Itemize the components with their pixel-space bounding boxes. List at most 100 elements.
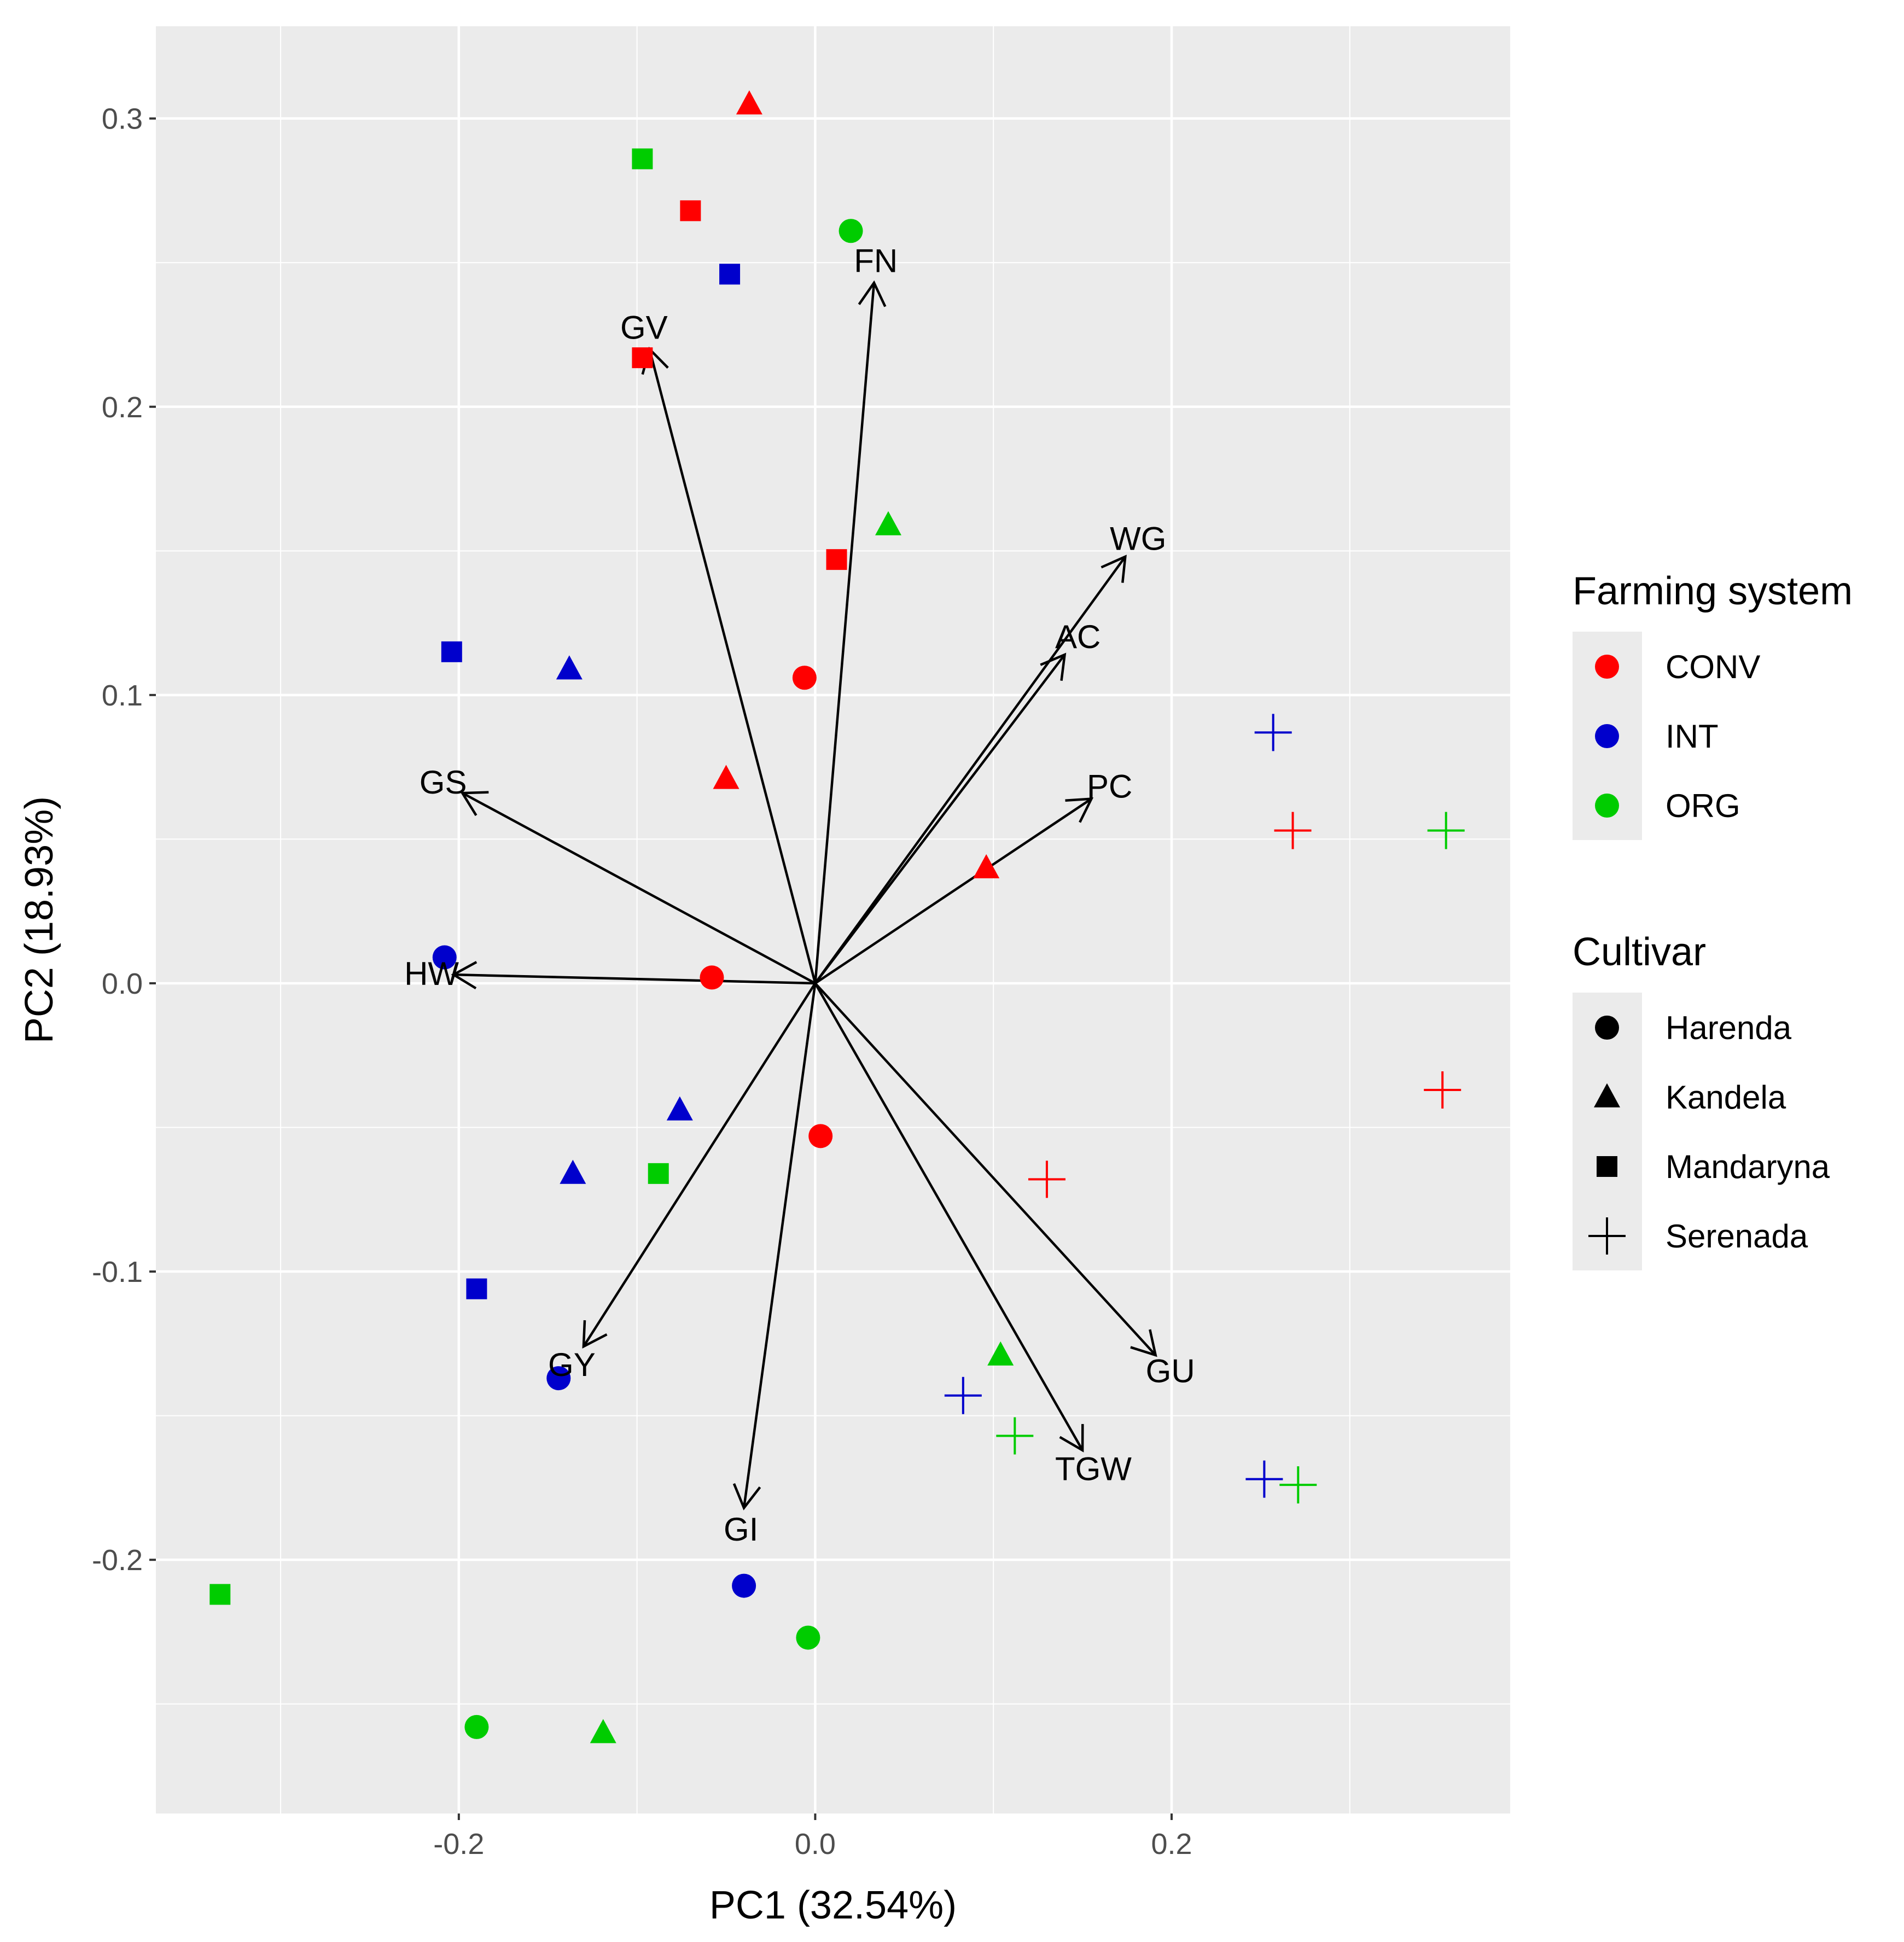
loading-arrow-gy <box>582 982 817 1348</box>
point-conv-serenada <box>1028 1160 1065 1198</box>
loading-arrow-fn <box>814 282 876 984</box>
point-org-harenda <box>839 219 863 243</box>
point-int-kandela <box>556 655 583 680</box>
point-conv-harenda <box>808 1124 833 1148</box>
point-int-kandela <box>560 1159 586 1184</box>
loading-arrow-ac <box>814 654 1066 984</box>
point-org-kandela <box>590 1719 616 1743</box>
legend-label-int: INT <box>1666 718 1719 755</box>
point-conv-mandaryna <box>632 347 653 369</box>
vector-label-hw: HW <box>404 955 459 992</box>
arrow-head <box>1101 555 1127 583</box>
legend-key-org <box>1595 794 1619 818</box>
legends: Farming system CONV INT ORG Cultivar Harenda K… <box>1573 569 1853 1270</box>
point-int-kandela <box>666 1096 693 1121</box>
point-org-harenda <box>796 1625 820 1650</box>
point-int-mandaryna <box>719 264 741 285</box>
point-conv-harenda <box>700 965 724 990</box>
axes: -0.2 0.0 0.2 -0.2 -0.1 0.0 0.1 0.2 0.3 <box>92 103 1192 1861</box>
point-int-serenada <box>1254 714 1292 751</box>
y-tick-label: 0.3 <box>102 103 143 136</box>
point-org-kandela <box>875 511 901 535</box>
point-org-serenada <box>996 1417 1034 1455</box>
point-int-harenda <box>546 1366 571 1391</box>
score-points <box>209 90 1465 1743</box>
vector-label-tgw: TGW <box>1055 1451 1132 1488</box>
x-tick-label: 0.0 <box>795 1828 836 1861</box>
legend-label-serenada: Serenada <box>1666 1218 1808 1255</box>
y-tick-label: 0.1 <box>102 679 143 712</box>
loading-arrow-gu <box>814 982 1157 1356</box>
arrow-head <box>1059 1424 1084 1453</box>
arrow-head <box>1130 1329 1157 1357</box>
legend-title-cultivar: Cultivar <box>1573 930 1706 974</box>
point-conv-kandela <box>713 765 740 789</box>
y-tick-label: 0.0 <box>102 967 143 1000</box>
vector-labels: FN GV WG AC PC GS HW GY GU TGW GI <box>404 242 1195 1548</box>
vector-label-pc: PC <box>1087 768 1132 804</box>
point-int-harenda <box>432 945 457 970</box>
legend-label-kandela: Kandela <box>1666 1079 1786 1116</box>
loading-arrow-wg <box>814 556 1127 984</box>
point-int-mandaryna <box>441 641 462 662</box>
point-int-mandaryna <box>466 1278 487 1299</box>
legend-key-harenda <box>1595 1016 1619 1040</box>
x-tick-label: 0.2 <box>1151 1828 1192 1861</box>
point-org-serenada <box>1279 1466 1317 1504</box>
loading-arrow-gv <box>648 348 817 984</box>
arrow-head <box>1065 797 1094 823</box>
point-conv-harenda <box>792 666 817 690</box>
point-org-mandaryna <box>648 1163 669 1184</box>
loading-arrow-hw <box>453 973 816 985</box>
legend-label-conv: CONV <box>1666 649 1760 685</box>
legend-title-farming-system: Farming system <box>1573 569 1853 613</box>
point-conv-kandela <box>973 854 1000 879</box>
x-axis-title: PC1 (32.54%) <box>709 1883 957 1927</box>
loading-arrow-pc <box>814 797 1092 984</box>
grid <box>156 26 1510 1813</box>
legend-label-harenda: Harenda <box>1666 1010 1792 1046</box>
point-org-kandela <box>987 1341 1014 1366</box>
point-conv-kandela <box>736 90 762 115</box>
legend-key-int <box>1595 724 1619 748</box>
loading-arrow-tgw <box>814 982 1084 1451</box>
arrow-head <box>460 791 489 817</box>
point-conv-mandaryna <box>826 549 847 570</box>
y-axis-title: PC2 (18.93%) <box>18 796 61 1043</box>
legend-key-mandaryna <box>1597 1156 1617 1177</box>
arrow-head <box>858 280 887 307</box>
point-org-mandaryna <box>209 1584 231 1605</box>
y-tick-label: -0.2 <box>92 1544 143 1577</box>
legend-key-serenada <box>1588 1217 1626 1255</box>
vector-label-ac: AC <box>1055 619 1101 655</box>
vector-label-gi: GI <box>724 1511 758 1548</box>
point-org-harenda <box>464 1714 489 1739</box>
point-conv-serenada <box>1274 812 1312 849</box>
arrow-head <box>1040 652 1067 681</box>
legend-key-conv <box>1595 655 1619 679</box>
vector-label-gv: GV <box>620 310 668 346</box>
vector-label-gs: GS <box>420 764 467 801</box>
vector-label-wg: WG <box>1110 520 1166 557</box>
loading-arrow-gs <box>462 792 816 984</box>
vector-label-gu: GU <box>1146 1352 1195 1389</box>
y-tick-label: -0.1 <box>92 1256 143 1288</box>
point-conv-serenada <box>1424 1071 1462 1109</box>
point-int-harenda <box>732 1573 756 1598</box>
vector-label-gy: GY <box>548 1346 596 1383</box>
point-int-serenada <box>1245 1460 1283 1498</box>
point-conv-mandaryna <box>680 200 701 221</box>
legend-label-org: ORG <box>1666 788 1740 824</box>
point-org-mandaryna <box>632 148 653 170</box>
y-tick-label: 0.2 <box>102 391 143 424</box>
loading-arrow-gi <box>742 983 817 1508</box>
arrow-head <box>582 1320 608 1349</box>
vector-label-fn: FN <box>854 242 898 279</box>
legend-label-mandaryna: Mandaryna <box>1666 1148 1830 1185</box>
x-tick-label: -0.2 <box>433 1828 484 1861</box>
point-org-serenada <box>1427 812 1465 849</box>
plot-panel <box>156 26 1510 1813</box>
arrow-head <box>451 961 478 990</box>
legend-key-kandela <box>1594 1083 1620 1107</box>
